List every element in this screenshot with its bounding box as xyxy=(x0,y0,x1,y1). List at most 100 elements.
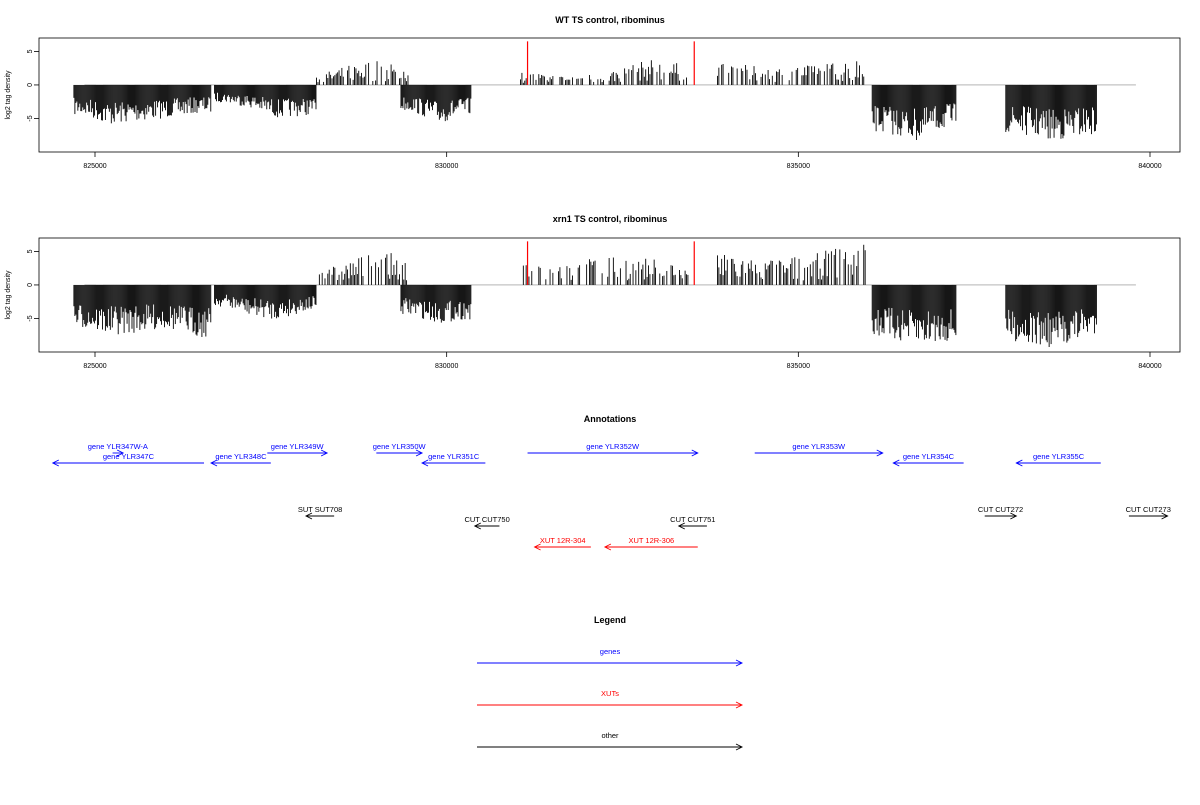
annotations-title: Annotations xyxy=(584,414,637,424)
y-tick-label: -5 xyxy=(27,115,34,121)
xrn1-highlight-markers xyxy=(526,241,695,285)
bar-segment xyxy=(400,284,472,323)
feature-arrowhead xyxy=(304,512,313,520)
y-tick-label: 5 xyxy=(27,49,34,53)
feature-arrowhead xyxy=(1015,459,1023,467)
y-tick-label: -5 xyxy=(27,315,34,321)
feature-label: gene YLR352W xyxy=(586,442,640,451)
bar-segment xyxy=(871,284,957,341)
feature-label: CUT CUT272 xyxy=(978,505,1023,514)
x-tick-label: 840000 xyxy=(1138,363,1161,370)
feature-label: gene YLR349W xyxy=(271,442,325,451)
annotation-feature: XUT 12R-304 xyxy=(533,536,591,551)
feature-label: gene YLR354C xyxy=(903,452,955,461)
bar-segment xyxy=(1005,284,1097,348)
xrn1-axis-ticks: 825000 830000 835000 840000 -5 0 5 xyxy=(27,249,1162,370)
wt-track-panel: WT TS control, ribominus log2 tag densit… xyxy=(5,15,1181,170)
y-tick-label: 0 xyxy=(27,83,34,87)
legend-label: genes xyxy=(600,647,621,656)
annotation-feature: gene YLR354C xyxy=(892,452,964,467)
feature-label: XUT 12R-304 xyxy=(540,536,586,545)
annotation-feature: CUT CUT272 xyxy=(978,505,1023,520)
feature-arrowhead xyxy=(473,522,482,530)
bar-segment xyxy=(73,84,212,124)
xrn1-track-panel: xrn1 TS control, ribominus log2 tag dens… xyxy=(5,214,1181,370)
feature-label: XUT 12R-306 xyxy=(628,536,674,545)
feature-arrowhead xyxy=(1161,512,1169,520)
xrn1-track-title: xrn1 TS control, ribominus xyxy=(553,214,668,224)
feature-label: gene YLR355C xyxy=(1033,452,1085,461)
wt-axis-ticks: 825000 830000 835000 840000 -5 0 5 xyxy=(27,49,1162,170)
x-tick-label: 830000 xyxy=(435,363,458,370)
xrn1-bars xyxy=(73,244,1136,348)
bar-segment xyxy=(318,253,408,285)
feature-arrowhead xyxy=(51,459,60,467)
annotation-feature: gene YLR353W xyxy=(754,442,884,457)
annotation-feature: XUT 12R-306 xyxy=(603,536,698,551)
x-tick-label: 840000 xyxy=(1138,163,1161,170)
xrn1-plot-frame xyxy=(38,237,1181,353)
feature-arrowhead xyxy=(116,449,125,457)
feature-label: CUT CUT751 xyxy=(670,515,715,524)
wt-plot-frame xyxy=(38,37,1181,153)
bar-segment xyxy=(717,244,866,285)
feature-arrowhead xyxy=(603,543,612,551)
x-tick-label: 835000 xyxy=(787,363,810,370)
legend-item: genes xyxy=(477,647,744,667)
legend-arrowhead xyxy=(735,701,744,709)
legend-label: other xyxy=(601,731,619,740)
annotation-feature: gene YLR355C xyxy=(1015,452,1101,467)
feature-arrowhead xyxy=(691,449,699,457)
feature-arrowhead xyxy=(677,522,685,530)
feature-arrowhead xyxy=(533,543,541,551)
feature-label: gene YLR353W xyxy=(792,442,846,451)
feature-label: CUT CUT750 xyxy=(464,515,509,524)
legend-title: Legend xyxy=(594,615,626,625)
bar-segment xyxy=(214,84,317,118)
feature-arrowhead xyxy=(892,459,900,467)
feature-arrowhead xyxy=(876,449,884,457)
annotation-feature: SUT SUT708 xyxy=(298,505,342,520)
feature-label: gene YLR350W xyxy=(373,442,427,451)
legend-items: genes XUTs other xyxy=(477,647,744,751)
bar-segment xyxy=(316,61,409,85)
legend-item: XUTs xyxy=(477,689,744,709)
bar-segment xyxy=(1005,84,1097,139)
legend-arrowhead xyxy=(735,659,744,667)
feature-arrowhead xyxy=(1010,512,1018,520)
annotation-feature: gene YLR352W xyxy=(527,442,699,457)
x-tick-label: 830000 xyxy=(435,163,458,170)
bar-segment xyxy=(214,284,317,319)
bar-segment xyxy=(73,284,212,337)
annotation-feature: gene YLR349W xyxy=(267,442,329,457)
xrn1-y-axis-label: log2 tag density xyxy=(5,270,12,320)
annotation-feature: gene YLR348C xyxy=(210,452,271,467)
bar-segment xyxy=(522,257,689,285)
annotation-feature: gene YLR351C xyxy=(421,452,486,467)
feature-arrowhead xyxy=(320,449,329,457)
annotation-feature: gene YLR347W-A xyxy=(88,442,148,457)
legend-arrowhead xyxy=(735,743,744,751)
bar-segment xyxy=(871,84,957,140)
x-tick-label: 825000 xyxy=(83,363,106,370)
feature-label: SUT SUT708 xyxy=(298,505,342,514)
feature-label: gene YLR351C xyxy=(428,452,480,461)
wt-y-axis-label: log2 tag density xyxy=(5,70,12,120)
feature-label: gene YLR347C xyxy=(103,452,155,461)
feature-label: gene YLR347W-A xyxy=(88,442,148,451)
legend-item: other xyxy=(477,731,744,751)
annotation-feature: CUT CUT751 xyxy=(670,515,715,530)
feature-arrowhead xyxy=(421,459,429,467)
annotation-feature: CUT CUT750 xyxy=(464,515,510,530)
annotation-feature: gene YLR347C xyxy=(51,452,205,467)
bar-segment xyxy=(400,84,472,122)
annotation-feature: CUT CUT273 xyxy=(1126,505,1171,520)
legend: Legend genes XUTs other xyxy=(477,615,744,751)
x-tick-label: 825000 xyxy=(83,163,106,170)
wt-track-title: WT TS control, ribominus xyxy=(555,15,665,25)
legend-label: XUTs xyxy=(601,689,619,698)
annotation-feature: gene YLR350W xyxy=(373,442,427,457)
